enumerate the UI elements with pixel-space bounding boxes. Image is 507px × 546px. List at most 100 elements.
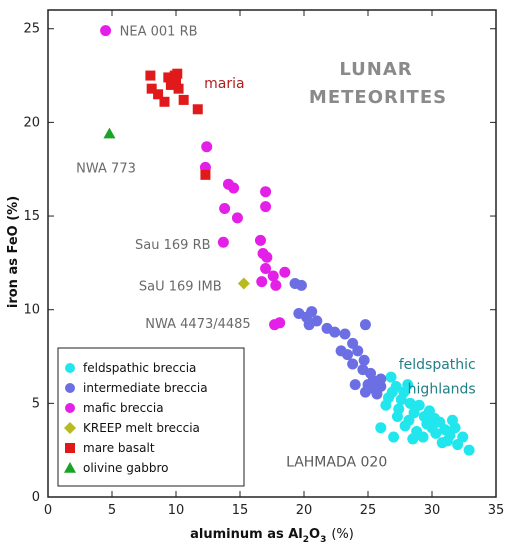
point-mare-basalt: [165, 79, 176, 90]
point-mafic-breccia: [267, 270, 279, 282]
y-tick-label: 20: [23, 115, 40, 130]
point-mafic-breccia: [201, 141, 213, 153]
x-axis-ticks: 0 5 10 15 20 25 30 35: [44, 10, 504, 518]
point-mare-basalt: [178, 94, 189, 105]
y-tick-label: 15: [23, 209, 40, 224]
point-intermediate-breccia: [295, 279, 307, 291]
x-axis-title-sub2: 3: [320, 535, 326, 545]
annotation-label: Sau 169 RB: [135, 238, 211, 253]
legend-marker: [65, 443, 75, 453]
point-intermediate-breccia: [349, 379, 361, 391]
x-tick-label: 0: [44, 503, 52, 518]
point-mare-basalt: [171, 76, 181, 87]
legend: feldspathic breccia intermediate breccia m…: [57, 347, 245, 487]
point-intermediate-breccia: [358, 354, 370, 366]
x-axis-title-sub: 2: [303, 535, 309, 545]
point-mare-basalt: [153, 89, 164, 100]
y-tick-label: 5: [32, 396, 40, 411]
chart-title-line-2: METEORITES: [309, 87, 447, 108]
point-intermediate-breccia: [329, 326, 341, 338]
x-tick-label: 15: [232, 503, 249, 518]
legend-item-label: mare basalt: [83, 441, 155, 455]
legend-marker: [65, 383, 75, 393]
point-olivine-gabbro: [103, 127, 116, 139]
point-mafic-breccia: [274, 317, 286, 329]
point-intermediate-breccia: [347, 358, 359, 370]
legend-marker: [64, 422, 76, 434]
point-mafic-breccia: [219, 203, 231, 215]
point-mafic-breccia: [231, 212, 243, 224]
point-intermediate-breccia: [303, 319, 315, 331]
point-feldspathic-breccia: [399, 420, 411, 432]
point-feldspathic-breccia: [446, 414, 458, 426]
point-mare-basalt: [145, 70, 156, 81]
annotation-label: LAHMADA 020: [286, 454, 387, 470]
chart-title: LUNAR METEORITES: [309, 59, 447, 108]
legend-item-label: mafic breccia: [83, 401, 164, 415]
legend-marker: [65, 363, 75, 373]
point-mare-basalt: [159, 96, 170, 107]
point-mare-basalt: [173, 83, 184, 94]
annotation-label: highlands: [408, 381, 476, 397]
annotations: NEA 001 RB maria NWA 773 Sau 169 RB SaU 169 …: [76, 25, 476, 471]
y-axis-title: iron as FeO (%): [6, 196, 21, 308]
annotation-label: feldspathic: [399, 357, 476, 373]
point-intermediate-breccia: [339, 328, 351, 340]
x-tick-label: 25: [360, 503, 377, 518]
point-mafic-breccia: [261, 251, 273, 263]
point-feldspathic-breccia: [452, 439, 464, 451]
point-feldspathic-breccia: [388, 431, 400, 443]
point-mafic-breccia: [217, 236, 229, 248]
point-feldspathic-breccia: [436, 437, 448, 449]
point-feldspathic-breccia: [404, 397, 416, 409]
point-feldspathic-breccia: [426, 422, 438, 434]
legend-item-label: intermediate breccia: [83, 381, 208, 395]
point-intermediate-breccia: [359, 319, 371, 331]
plot-area: [47, 9, 497, 498]
annotation-label: NWA 4473/4485: [145, 317, 250, 332]
point-feldspathic-breccia: [375, 422, 387, 434]
legend-marker: [64, 462, 76, 473]
x-tick-label: 30: [424, 503, 441, 518]
point-intermediate-breccia: [342, 349, 354, 361]
chart-title-line-1: LUNAR: [339, 59, 412, 80]
point-feldspathic-breccia: [402, 379, 414, 391]
point-mafic-breccia: [260, 262, 272, 274]
annotation-label: NEA 001 RB: [120, 25, 198, 40]
point-feldspathic-breccia: [391, 410, 403, 422]
point-mafic-breccia: [260, 186, 272, 198]
legend-item-label: feldspathic breccia: [83, 361, 196, 375]
legend-item-label: olivine gabbro: [83, 461, 168, 475]
point-feldspathic-breccia: [463, 444, 475, 456]
point-feldspathic-breccia: [413, 399, 425, 411]
x-axis-title-main: aluminum as Al: [190, 527, 303, 542]
point-mare-basalt: [146, 83, 157, 94]
x-axis-title-unit: (%): [331, 527, 354, 542]
point-mare-basalt: [200, 169, 211, 180]
point-feldspathic-breccia: [386, 386, 398, 398]
point-intermediate-breccia: [359, 386, 371, 398]
x-tick-label: 5: [108, 503, 116, 518]
point-feldspathic-breccia: [417, 431, 429, 443]
point-mare-basalt: [163, 72, 174, 83]
point-feldspathic-breccia: [395, 394, 407, 406]
point-intermediate-breccia: [352, 345, 364, 357]
legend-item-label: KREEP melt breccia: [83, 421, 200, 435]
point-mare-basalt: [172, 68, 183, 79]
point-feldspathic-breccia: [380, 399, 392, 411]
point-intermediate-breccia: [371, 388, 383, 400]
x-tick-label: 20: [296, 503, 313, 518]
x-tick-label: 10: [168, 503, 185, 518]
point-feldspathic-breccia: [407, 433, 419, 445]
annotation-label: maria: [204, 76, 244, 92]
x-tick-label: 35: [488, 503, 505, 518]
annotation-label: SaU 169 IMB: [139, 279, 222, 294]
point-mafic-breccia: [270, 279, 282, 291]
y-tick-label: 10: [23, 303, 40, 318]
point-mafic-breccia: [100, 25, 112, 37]
x-axis-title-tail: O: [309, 527, 320, 542]
point-mafic-breccia: [256, 276, 268, 288]
point-mare-basalt: [192, 104, 203, 115]
point-feldspathic-breccia: [385, 371, 397, 383]
